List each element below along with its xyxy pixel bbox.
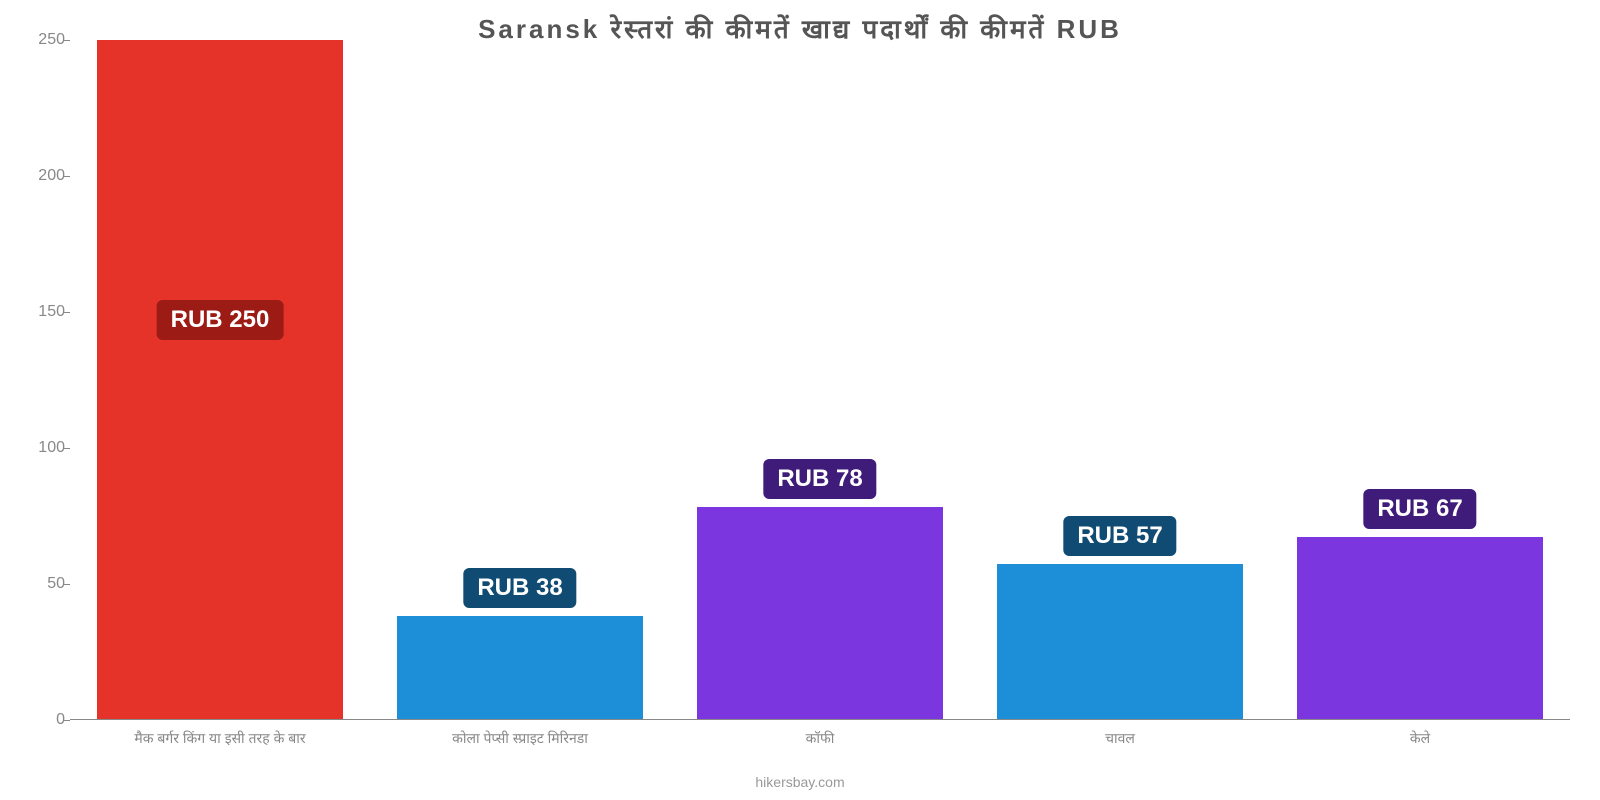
attribution-text: hikersbay.com	[755, 774, 844, 790]
bar-value-label: RUB 250	[157, 300, 284, 340]
y-tick-mark	[64, 40, 70, 41]
chart-container: 050100150200250 RUB 250RUB 38RUB 78RUB 5…	[70, 40, 1570, 720]
bar-slot: RUB 38	[370, 40, 670, 719]
bar-slot: RUB 250	[70, 40, 370, 719]
bar: RUB 57	[997, 564, 1243, 719]
y-tick-label: 150	[20, 303, 65, 321]
bar-value-label: RUB 57	[1063, 516, 1176, 556]
y-tick-label: 0	[20, 711, 65, 729]
y-tick-mark	[64, 448, 70, 449]
bar-slot: RUB 78	[670, 40, 970, 719]
bar: RUB 78	[697, 507, 943, 719]
bars-group: RUB 250 RUB 38 RUB 78 RUB 57 RUB 67	[70, 40, 1570, 719]
bar-slot: RUB 67	[1270, 40, 1570, 719]
y-tick-mark	[64, 720, 70, 721]
y-tick-mark	[64, 176, 70, 177]
x-category-label: कॉफी	[670, 729, 970, 748]
x-category-label: चावल	[970, 729, 1270, 748]
bar-value-label: RUB 67	[1363, 489, 1476, 529]
plot-area: 050100150200250 RUB 250RUB 38RUB 78RUB 5…	[70, 40, 1570, 720]
y-tick-label: 250	[20, 31, 65, 49]
bar-slot: RUB 57	[970, 40, 1270, 719]
y-tick-label: 200	[20, 167, 65, 185]
bar: RUB 38	[397, 616, 643, 719]
x-category-label: मैक बर्गर किंग या इसी तरह के बार	[70, 729, 370, 748]
bar-value-label: RUB 38	[463, 568, 576, 608]
bar: RUB 67	[1297, 537, 1543, 719]
x-category-label: कोला पेप्सी स्प्राइट मिरिनडा	[370, 729, 670, 748]
y-tick-label: 50	[20, 575, 65, 593]
x-labels-group: मैक बर्गर किंग या इसी तरह के बारकोला पेप…	[70, 729, 1570, 748]
x-category-label: केले	[1270, 729, 1570, 748]
y-axis: 050100150200250	[20, 40, 65, 720]
y-tick-mark	[64, 584, 70, 585]
bar: RUB 250	[97, 40, 343, 719]
y-tick-label: 100	[20, 439, 65, 457]
bar-value-label: RUB 78	[763, 459, 876, 499]
y-tick-mark	[64, 312, 70, 313]
